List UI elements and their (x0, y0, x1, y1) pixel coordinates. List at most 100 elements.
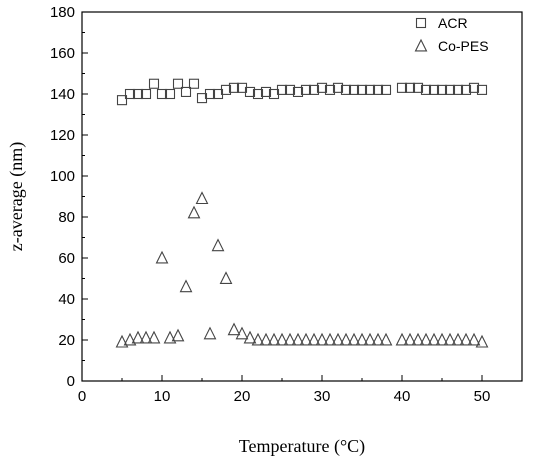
data-point (132, 88, 144, 100)
data-point (148, 78, 160, 89)
data-points (115, 78, 489, 348)
data-point (211, 238, 225, 252)
data-point (356, 84, 368, 95)
data-point (403, 332, 417, 346)
data-point (140, 88, 152, 100)
data-point (355, 332, 369, 346)
data-point (179, 279, 193, 293)
x-tick-label: 0 (78, 388, 86, 405)
plot-border (81, 11, 523, 382)
data-point (435, 332, 449, 346)
data-point (307, 332, 321, 346)
data-point (395, 332, 409, 346)
y-tick-label: 140 (50, 86, 75, 103)
data-point (292, 86, 304, 97)
data-point (371, 332, 385, 346)
data-point (315, 332, 329, 346)
y-tick-label: 20 (58, 332, 75, 349)
y-tick-label: 180 (50, 4, 75, 21)
data-point (451, 332, 465, 346)
data-point (308, 84, 320, 95)
data-point (331, 332, 345, 346)
data-point (291, 332, 305, 346)
data-point (164, 88, 176, 100)
data-point (475, 334, 489, 348)
data-point (363, 332, 377, 346)
data-point (171, 328, 185, 342)
data-point (348, 84, 360, 95)
data-point (243, 330, 257, 344)
y-axis-ticks: 0 20 40 60 80 100 120 140 160 180 (50, 4, 88, 390)
legend: ACR Co-PES (414, 15, 489, 54)
data-point (443, 332, 457, 346)
data-point (116, 95, 128, 106)
data-point (163, 330, 177, 344)
data-point (372, 84, 384, 95)
data-point (420, 84, 432, 95)
data-point (203, 326, 217, 340)
legend-label: ACR (438, 15, 468, 31)
data-point (380, 84, 392, 95)
data-point (180, 86, 192, 97)
x-tick-label: 10 (154, 388, 171, 405)
legend-marker (414, 38, 428, 52)
y-tick-label: 80 (58, 209, 75, 226)
y-tick-label: 60 (58, 250, 75, 267)
data-point (187, 205, 201, 219)
data-point (379, 332, 393, 346)
data-point (444, 84, 456, 95)
data-point (244, 86, 256, 97)
data-point (227, 322, 241, 336)
data-point (324, 84, 336, 95)
y-tick-label: 160 (50, 45, 75, 62)
data-point (300, 84, 312, 95)
data-point (219, 271, 233, 285)
data-point (347, 332, 361, 346)
data-point (340, 84, 352, 95)
data-point (316, 82, 328, 93)
series-co-pes (115, 191, 489, 348)
series-acr (116, 78, 488, 106)
data-point (155, 250, 169, 264)
data-point (124, 88, 136, 100)
data-point (419, 332, 433, 346)
data-point (188, 78, 200, 89)
data-point (467, 332, 481, 346)
y-tick-label: 0 (67, 373, 75, 390)
data-point (235, 326, 249, 340)
data-point (283, 332, 297, 346)
data-point (332, 82, 344, 93)
data-point (252, 88, 264, 100)
data-point (339, 332, 353, 346)
data-point (412, 82, 424, 93)
y-axis-title: z-average (nm) (6, 142, 27, 251)
data-point (139, 330, 153, 344)
data-point (468, 82, 480, 93)
data-point (259, 332, 273, 346)
data-point (452, 84, 464, 95)
data-point (251, 332, 265, 346)
x-axis-ticks: 0 10 20 30 40 50 (78, 375, 491, 405)
legend-marker (415, 17, 427, 29)
data-point (476, 84, 488, 95)
data-point (123, 332, 137, 346)
data-point (284, 84, 296, 95)
data-point (428, 84, 440, 95)
x-tick-label: 30 (314, 388, 331, 405)
data-point (275, 332, 289, 346)
data-point (260, 86, 272, 97)
legend-label: Co-PES (438, 38, 489, 54)
data-point (220, 84, 232, 95)
data-point (427, 332, 441, 346)
data-point (172, 78, 184, 89)
data-point (299, 332, 313, 346)
data-point (276, 84, 288, 95)
data-point (195, 191, 209, 205)
plot-frame (81, 11, 523, 382)
data-point (228, 82, 240, 93)
x-tick-label: 20 (234, 388, 251, 405)
data-point (147, 330, 161, 344)
y-tick-label: 120 (50, 127, 75, 144)
x-tick-label: 50 (474, 388, 491, 405)
data-point (323, 332, 337, 346)
